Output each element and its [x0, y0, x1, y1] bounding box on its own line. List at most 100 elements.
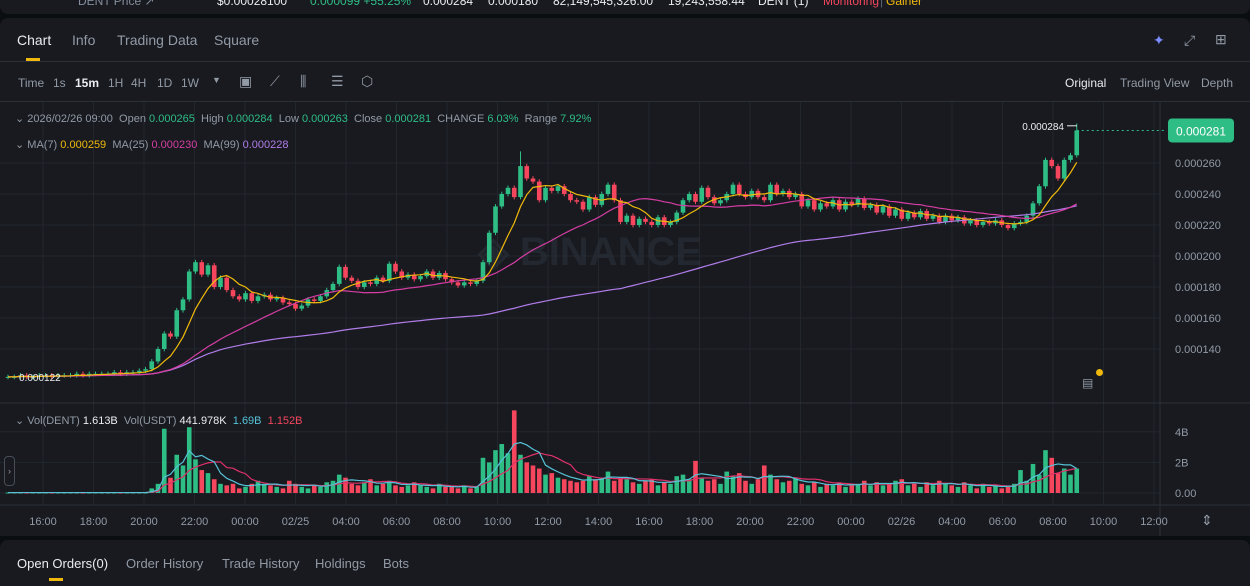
volume-bar: [574, 482, 580, 493]
volume-bar: [455, 488, 461, 493]
candle-body: [986, 221, 992, 224]
volume-bar: [449, 486, 455, 493]
time-tick-label: 08:00: [433, 516, 461, 528]
ticker-name-link[interactable]: DENT Price ↗: [78, 0, 155, 8]
candle-body: [693, 194, 698, 202]
volume-bar: [411, 482, 417, 493]
candle-body: [811, 200, 817, 210]
time-tick-label: 08:00: [1039, 516, 1067, 528]
ohlc-legend: ⌄ 2026/02/26 09:00 Open 0.000265 High 0.…: [15, 113, 592, 125]
interval-1s[interactable]: 1s: [53, 76, 66, 90]
tab-square[interactable]: Square: [214, 32, 260, 48]
tab-trading-data[interactable]: Trading Data: [117, 32, 198, 48]
tab-info[interactable]: Info: [72, 32, 96, 48]
calendar-icon[interactable]: ▣: [239, 73, 253, 89]
price-tick-label: 0.000140: [1175, 344, 1221, 356]
candle-body: [518, 166, 523, 198]
ma7-line: [8, 162, 1078, 378]
interval-15m[interactable]: 15m: [75, 76, 100, 90]
volume-bar: [680, 474, 686, 493]
volume-bar: [793, 477, 798, 493]
chart-settings-icon[interactable]: ☰: [331, 73, 344, 89]
tab-order-history[interactable]: Order History: [126, 556, 204, 571]
volume-bar: [561, 479, 567, 493]
tab-holdings[interactable]: Holdings: [315, 556, 366, 571]
volume-bar: [874, 482, 880, 493]
time-tick-label: 18:00: [80, 516, 108, 528]
volume-bar: [586, 476, 592, 493]
tab-trade-history[interactable]: Trade History: [222, 556, 300, 571]
tab-chart[interactable]: Chart: [17, 32, 52, 48]
collapse-chevron-icon[interactable]: ⌄: [15, 139, 25, 151]
collapse-chevron-icon[interactable]: ⌄: [15, 415, 25, 427]
candle-body: [918, 211, 923, 218]
ai-sparkle-icon[interactable]: ✦: [1153, 32, 1165, 48]
interval-1d[interactable]: 1D: [157, 76, 173, 90]
volume-bar: [605, 471, 611, 493]
candle-body: [243, 293, 248, 300]
candle-body: [355, 280, 361, 287]
indicator-icon[interactable]: ⟋: [270, 73, 280, 89]
candlestick-chart[interactable]: 0.000260 0.000240 0.000220 0.000200 0.000180…: [0, 102, 1250, 536]
volume-bar: [243, 486, 248, 493]
candle-body: [224, 277, 230, 291]
candle-body: [174, 310, 180, 337]
candle-body: [374, 277, 380, 284]
candle-body: [418, 276, 423, 280]
tag-monitoring[interactable]: Monitoring: [823, 0, 880, 8]
interval-1w[interactable]: 1W: [181, 76, 199, 90]
volume-bar: [1036, 474, 1042, 493]
tag-gainer[interactable]: Gainer: [886, 0, 923, 8]
volume-bar: [724, 471, 730, 493]
view-original[interactable]: Original: [1065, 76, 1107, 90]
candle-body: [193, 262, 198, 272]
volume-bar: [180, 465, 186, 493]
candle-body: [118, 372, 123, 374]
candle-body: [486, 232, 492, 263]
view-depth[interactable]: Depth: [1201, 76, 1234, 90]
candle-body: [674, 212, 680, 222]
time-tick-label: 04:00: [938, 516, 966, 528]
candle-body: [849, 201, 855, 205]
interval-4h[interactable]: 4H: [131, 76, 147, 90]
fit-scale-icon[interactable]: ⇕: [1201, 512, 1213, 528]
volume-bar: [618, 477, 623, 493]
volume-bar: [205, 473, 211, 493]
volume-bar: [1018, 470, 1023, 493]
volume-bar: [311, 485, 317, 493]
volume-bar: [668, 483, 673, 493]
tab-bots[interactable]: Bots: [383, 556, 410, 571]
tab-open-orders[interactable]: Open Orders(0): [17, 556, 109, 571]
volume-bar: [649, 479, 655, 493]
volume-bar: [174, 454, 180, 493]
layout-grid-icon[interactable]: ⊞: [1215, 31, 1227, 47]
view-trading-view[interactable]: Trading View: [1120, 76, 1190, 90]
ticker-volume-base: 82,149,545,326.00: [553, 0, 654, 8]
high-marker-label: 0.000284: [1022, 122, 1064, 133]
ohlc-change: 6.03%: [487, 113, 519, 125]
volume-bar: [855, 483, 861, 493]
candle-type-icon[interactable]: ⫼: [300, 73, 307, 89]
candle-body: [386, 263, 392, 281]
collapse-chevron-icon[interactable]: ⌄: [15, 113, 25, 125]
candle-body: [824, 203, 830, 207]
hexagon-settings-icon[interactable]: ⬡: [361, 73, 374, 89]
time-tick-label: 10:00: [484, 516, 512, 528]
volume-bar: [1011, 483, 1017, 493]
volume-bar: [293, 483, 298, 493]
volume-bar: [805, 485, 811, 493]
ohlc-high: 0.000284: [226, 113, 273, 125]
volume-bar: [543, 474, 548, 493]
notes-icon[interactable]: ▤: [1082, 376, 1094, 390]
expand-icon[interactable]: ⤢: [1184, 32, 1196, 48]
candle-body: [1049, 159, 1055, 167]
candle-body: [899, 209, 905, 219]
candle-body: [111, 372, 117, 374]
candle-body: [1011, 223, 1017, 229]
interval-dropdown-icon[interactable]: ▼: [212, 75, 221, 85]
sidebar-expand-handle[interactable]: ›: [4, 456, 15, 486]
interval-1h[interactable]: 1H: [108, 76, 124, 90]
ohlc-close: 0.000281: [385, 113, 432, 125]
candle-body: [218, 277, 223, 287]
volume-ma2-line: [8, 452, 1077, 494]
